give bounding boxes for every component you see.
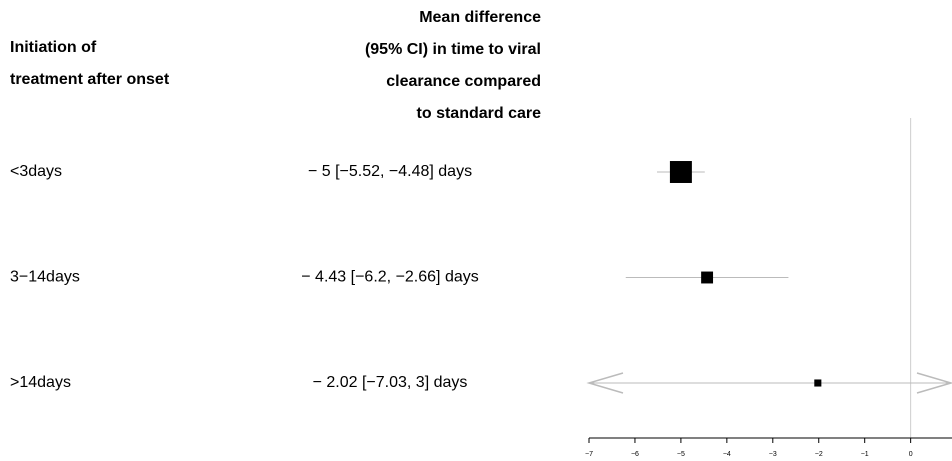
column-header: treatment after onset (10, 71, 170, 88)
x-tick-label: −5 (677, 451, 685, 458)
x-tick-label: −7 (585, 451, 593, 458)
x-tick-label: −2 (815, 451, 823, 458)
column-header: to standard care (417, 105, 542, 122)
row-label: 3−14days (10, 269, 80, 286)
ci-arrow (586, 372, 624, 394)
column-header: clearance compared (386, 73, 541, 90)
x-tick-label: −1 (861, 451, 869, 458)
column-header: Mean difference (419, 9, 541, 26)
estimate-box (669, 161, 692, 183)
estimate-box (701, 271, 714, 284)
row-label: <3days (10, 163, 62, 180)
value-label: − 2.02 [−7.03, 3] days (313, 374, 468, 391)
ci-arrow (916, 372, 952, 394)
estimate-box (814, 379, 822, 387)
column-header: (95% CI) in time to viral (365, 41, 541, 58)
x-tick-label: −3 (769, 451, 777, 458)
row-label: >14days (10, 374, 71, 391)
x-tick-label: −6 (631, 451, 639, 458)
x-tick-label: 0 (909, 451, 913, 458)
column-header: Initiation of (10, 39, 97, 56)
value-label: − 5 [−5.52, −4.48] days (308, 163, 472, 180)
value-label: − 4.43 [−6.2, −2.66] days (301, 269, 478, 286)
x-tick-label: −4 (723, 451, 731, 458)
